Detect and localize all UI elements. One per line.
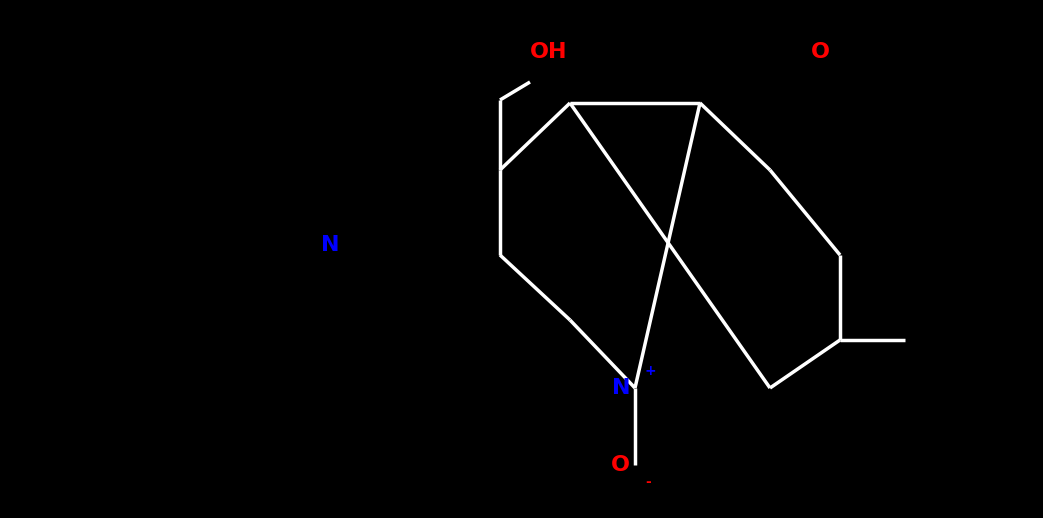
Text: OH: OH	[530, 42, 567, 62]
Text: N: N	[611, 378, 630, 398]
Text: O: O	[611, 455, 630, 475]
Text: O: O	[810, 42, 829, 62]
Text: +: +	[645, 364, 657, 378]
Text: N: N	[321, 235, 339, 255]
Text: -: -	[645, 475, 651, 489]
